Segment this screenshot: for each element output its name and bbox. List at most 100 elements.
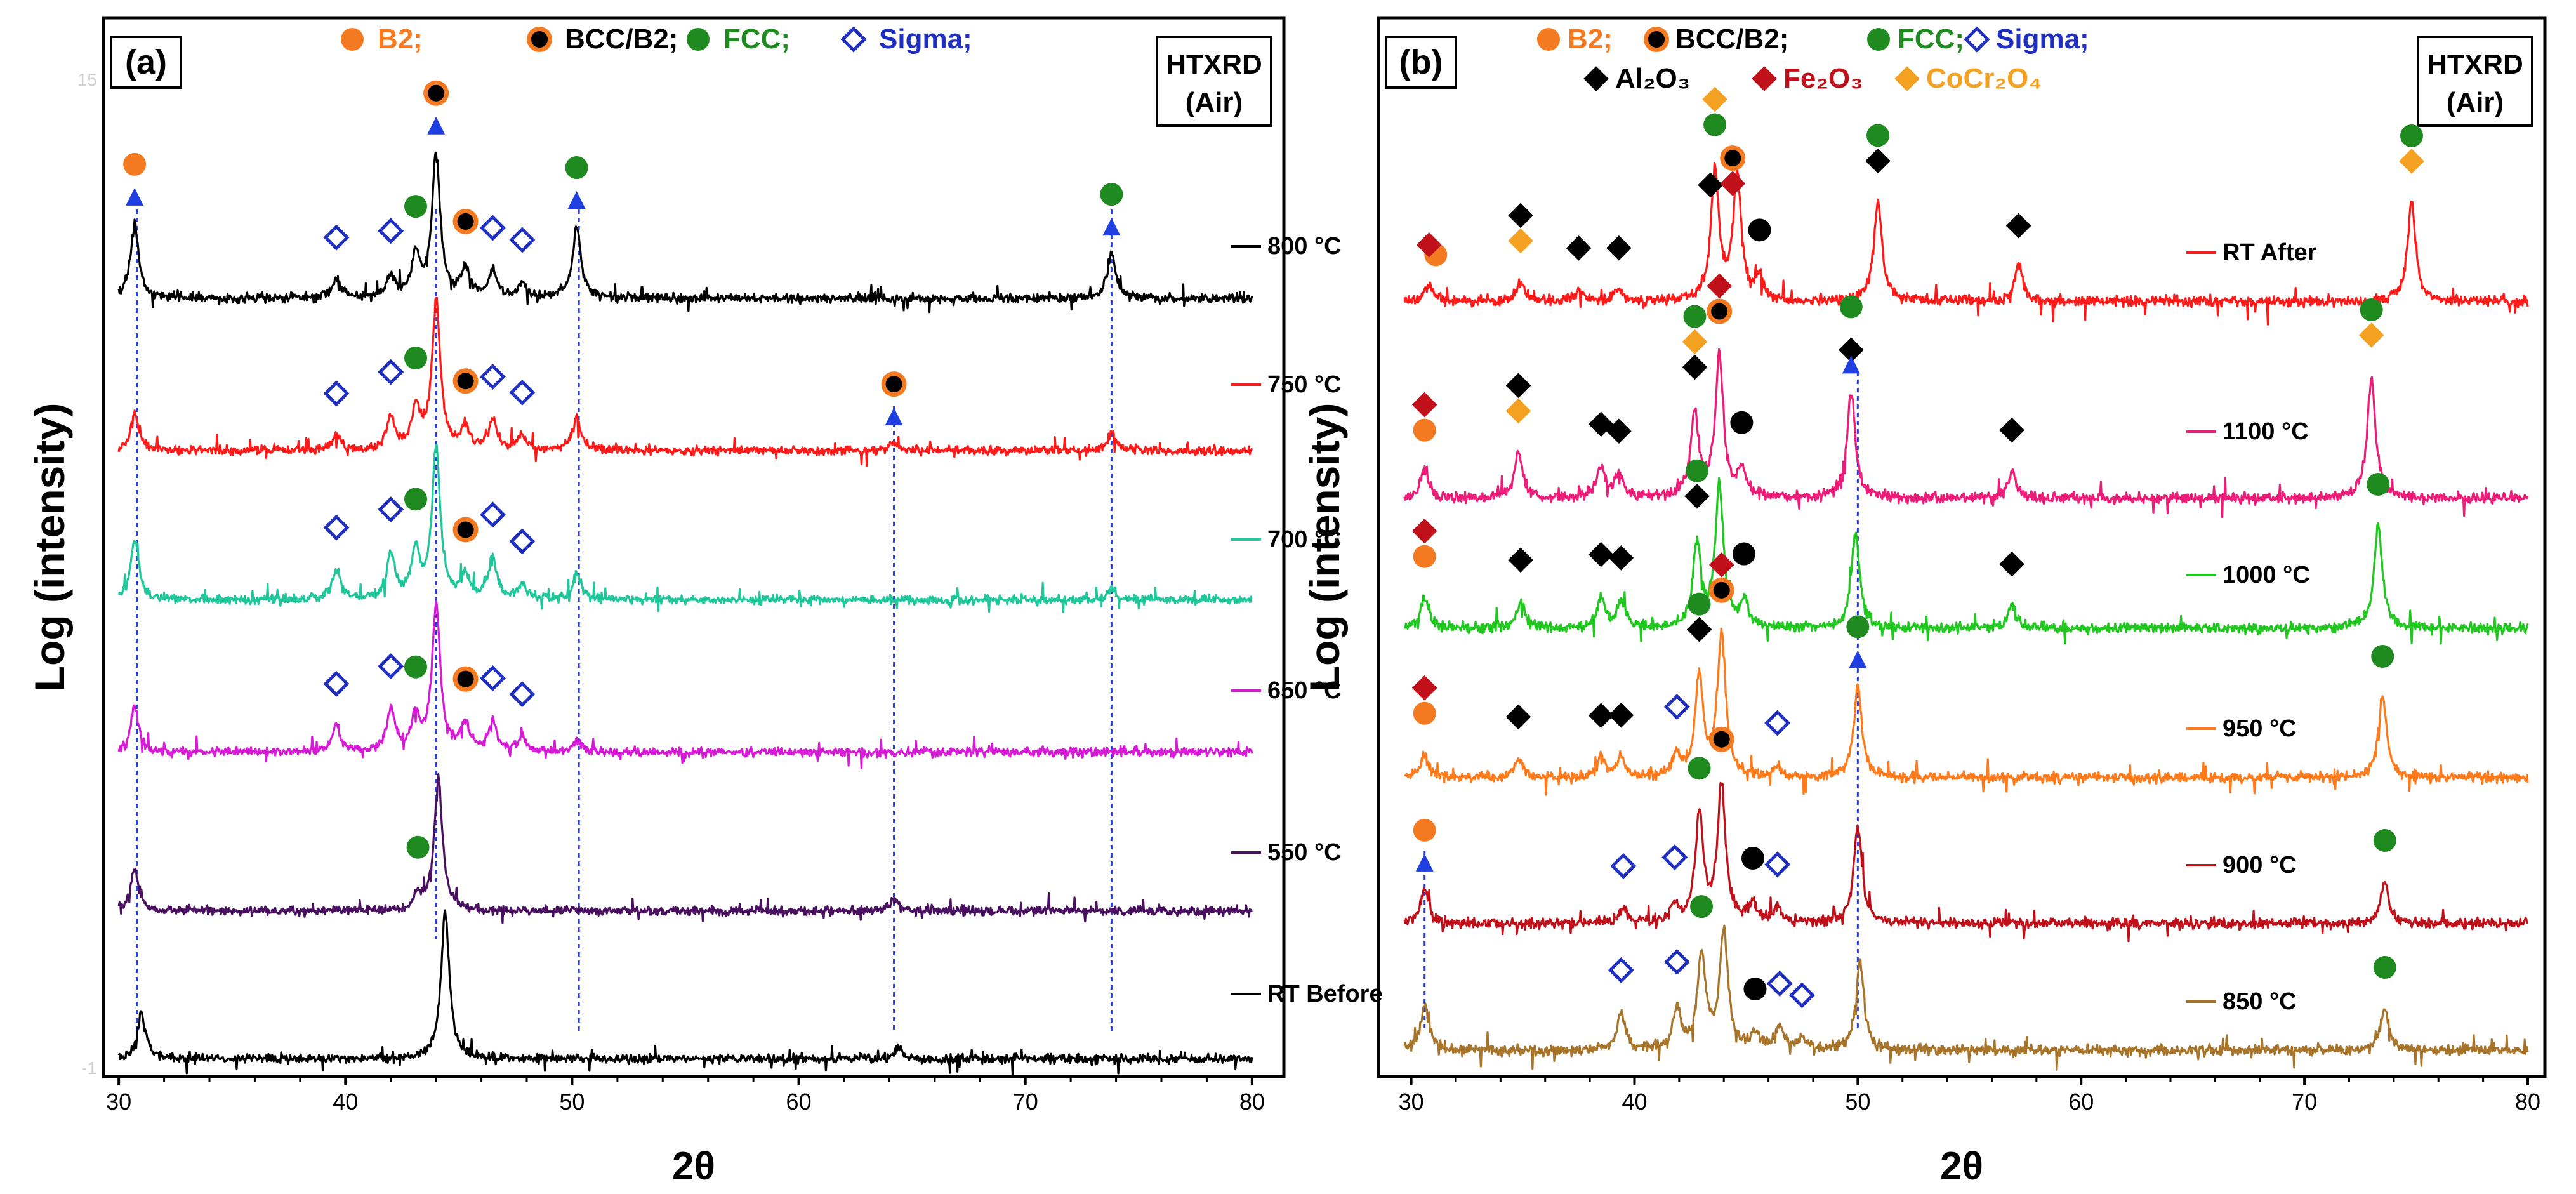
phase-marker <box>565 156 588 180</box>
legend-marker-5 <box>1752 66 1777 91</box>
series-label: 750 °C <box>1267 371 1342 398</box>
series-label: 1000 °C <box>2223 562 2310 588</box>
x-tick-label: 70 <box>1013 1089 1038 1115</box>
phase-marker <box>1411 392 1437 418</box>
plot-frame <box>102 16 1286 1078</box>
method-box <box>2417 36 2533 127</box>
legend-label-0: B2; <box>1568 23 1613 55</box>
panel-tag: (b) <box>1399 43 1443 81</box>
phase-marker <box>1608 702 1634 728</box>
peak-arrow <box>1842 355 1860 374</box>
phase-marker <box>404 346 427 369</box>
series-label: 650 °C <box>1267 677 1342 704</box>
legend-marker-2 <box>1867 28 1890 51</box>
method-label-1: HTXRD <box>2427 49 2523 80</box>
phase-marker <box>1608 957 1634 983</box>
legend-label-5: Fe₂O₃ <box>1783 63 1863 94</box>
x-tick-label: 50 <box>559 1089 585 1115</box>
legend-label-6: CoCr₂O₄ <box>1926 63 2042 94</box>
panel-tag-box <box>110 36 182 89</box>
phase-marker <box>1999 551 2024 577</box>
series-line <box>117 909 1253 1076</box>
peak-arrow <box>885 408 903 426</box>
phase-marker-core <box>457 213 474 230</box>
series-label: 700 °C <box>1267 526 1342 553</box>
phase-marker <box>323 670 350 697</box>
series-label: 550 °C <box>1267 839 1342 866</box>
phase-marker <box>323 380 350 407</box>
phase-marker <box>1683 305 1707 328</box>
phase-marker <box>1732 542 1755 566</box>
phase-marker <box>1663 694 1690 720</box>
phase-marker <box>1839 295 1863 319</box>
series-label: 800 °C <box>1267 233 1342 260</box>
phase-marker <box>1698 172 1723 198</box>
phase-marker <box>1684 483 1710 509</box>
phase-marker <box>2005 213 2031 239</box>
panel-a-chart: 30 40 50 60 70 80 15 -1 2θ Log (intensity) (a) HTXR… <box>26 16 1383 1188</box>
phase-marker <box>1606 418 1632 444</box>
phase-marker <box>479 364 506 390</box>
phase-marker <box>1764 851 1791 878</box>
series-line <box>117 773 1253 924</box>
method-label-1: HTXRD <box>1166 49 1262 80</box>
phase-marker <box>1685 459 1708 482</box>
series-label: RT After <box>2223 239 2317 266</box>
x-tick-label: 70 <box>2292 1089 2317 1115</box>
legend-label-1: BCC/B2; <box>1675 23 1788 55</box>
method-box <box>1156 36 1272 127</box>
phase-marker <box>2400 124 2423 147</box>
phase-marker <box>1748 218 1771 242</box>
legend-marker-0 <box>341 28 364 51</box>
series-line <box>1403 477 2529 645</box>
phase-marker <box>378 218 404 244</box>
phase-marker <box>2371 644 2394 668</box>
phase-marker <box>1413 545 1436 568</box>
phase-marker <box>378 359 404 385</box>
legend-label-3: Sigma; <box>879 23 972 55</box>
panel-tag: (a) <box>125 43 167 81</box>
series-label: 850 °C <box>2223 988 2297 1015</box>
series-line <box>117 444 1253 613</box>
series-line <box>1403 348 2529 518</box>
phase-marker <box>479 215 506 241</box>
phase-marker <box>2373 955 2396 979</box>
phase-marker <box>1505 398 1531 424</box>
phase-marker <box>1686 616 1712 642</box>
phase-marker <box>1663 948 1690 975</box>
series-label: 900 °C <box>2223 852 2297 879</box>
phase-marker <box>1730 411 1754 434</box>
legend-label-2: FCC; <box>723 23 790 55</box>
phase-marker <box>1608 545 1634 571</box>
peak-arrow <box>126 187 144 206</box>
phase-marker <box>404 195 427 218</box>
phase-marker <box>1865 148 1891 174</box>
x-axis-title: 2θ <box>1940 1144 1983 1188</box>
phase-marker-core <box>1711 303 1728 320</box>
phase-marker <box>1866 124 1890 147</box>
phase-marker <box>1688 757 1711 780</box>
series-line <box>117 296 1253 467</box>
panel-b-chart: 30 40 50 60 70 80 2θ Log (intensity) (b) HTXRD (Ai… <box>1301 16 2547 1188</box>
phase-marker <box>1411 675 1437 701</box>
phase-marker <box>2399 149 2424 174</box>
legend-label-0: B2; <box>378 23 423 55</box>
phase-marker-core <box>457 373 474 390</box>
peak-arrow <box>567 191 586 209</box>
phase-marker <box>1743 978 1767 1001</box>
phase-marker-core <box>1724 150 1741 167</box>
x-tick-label: 80 <box>1239 1089 1265 1115</box>
phase-marker <box>2358 322 2384 348</box>
plot-frame <box>1377 16 2547 1078</box>
phase-marker <box>1766 970 1793 997</box>
x-axis-title: 2θ <box>672 1144 715 1188</box>
legend-marker-3 <box>840 26 867 53</box>
series-label: RT Before <box>1267 981 1383 1007</box>
phase-marker <box>1100 183 1123 206</box>
series-line <box>1404 627 2529 796</box>
phase-marker <box>509 528 536 555</box>
phase-marker <box>509 379 536 406</box>
legend-marker-3 <box>1964 26 1990 53</box>
phase-marker <box>1588 541 1614 567</box>
phase-marker <box>1707 273 1732 299</box>
